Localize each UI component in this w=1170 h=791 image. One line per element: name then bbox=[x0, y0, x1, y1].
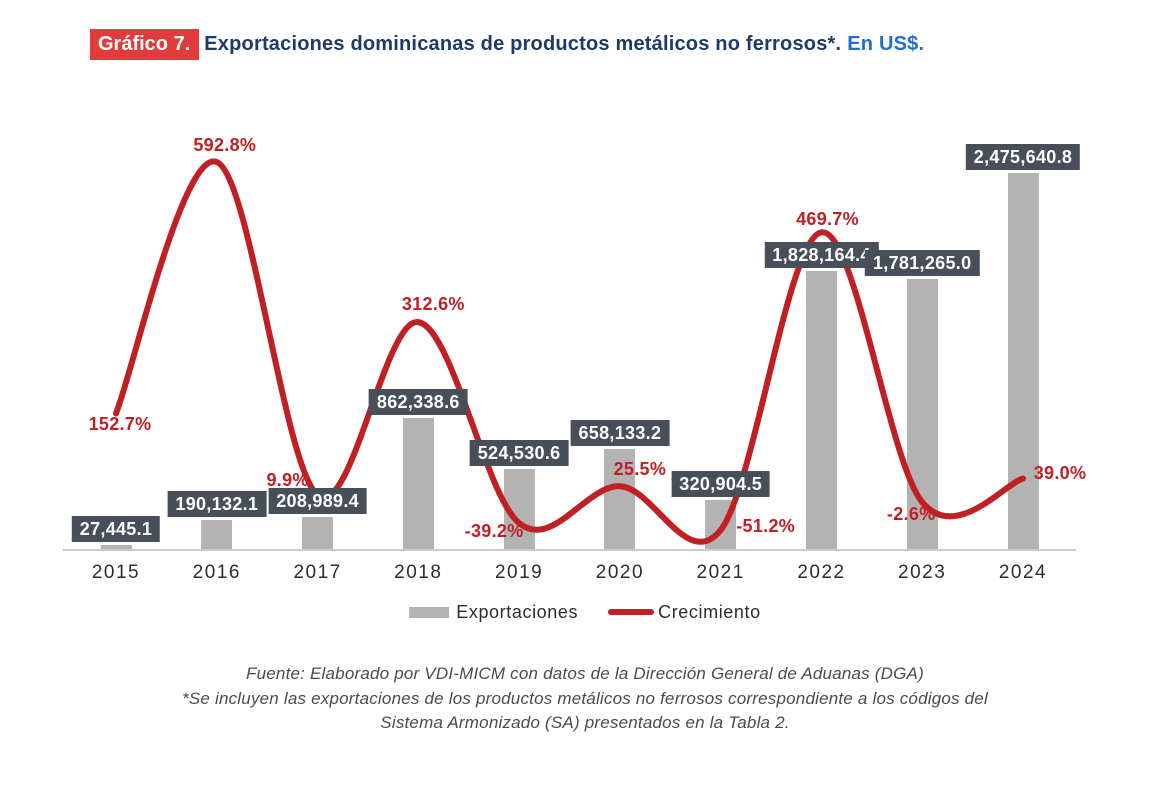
growth-value-label-2019: -39.2% bbox=[464, 521, 524, 542]
bar-value-label-2020: 658,133.2 bbox=[570, 420, 670, 446]
crecimiento-line-swatch bbox=[608, 609, 655, 615]
title-text: Exportaciones dominicanas de productos m… bbox=[204, 33, 842, 55]
x-axis-line bbox=[63, 549, 1076, 551]
x-axis-label-2016: 2016 bbox=[192, 562, 241, 583]
bar-value-label-2017: 208,989.4 bbox=[268, 488, 367, 515]
x-axis-label-2024: 2024 bbox=[998, 562, 1048, 583]
x-axis-label-2021: 2021 bbox=[696, 562, 745, 583]
growth-value-label-2015: 152.7% bbox=[88, 413, 152, 434]
bar-2015 bbox=[100, 544, 132, 549]
x-axis-label-2015: 2015 bbox=[91, 562, 141, 583]
growth-value-label-2024: 39.0% bbox=[1033, 462, 1087, 483]
figure-number-badge: Gráfico 7. bbox=[90, 29, 200, 60]
growth-value-label-2022: 469.7% bbox=[796, 209, 859, 230]
footnote-line-1: *Se incluyen las exportaciones de los pr… bbox=[182, 688, 988, 708]
growth-value-label-2021: -51.2% bbox=[736, 516, 796, 536]
bar-value-label-2021: 320,904.5 bbox=[671, 471, 771, 498]
x-axis-label-2018: 2018 bbox=[394, 562, 443, 583]
x-axis-label-2022: 2022 bbox=[797, 562, 846, 583]
title-units: En US$. bbox=[847, 33, 925, 55]
bar-value-label-2016: 190,132.1 bbox=[167, 491, 267, 518]
bar-value-label-2023: 1,781,265.0 bbox=[864, 249, 980, 276]
legend-label-exportaciones: Exportaciones bbox=[456, 601, 579, 622]
x-axis-label-2017: 2017 bbox=[293, 562, 342, 583]
source-note: Fuente: Elaborado por VDI-MICM con datos… bbox=[0, 662, 1170, 736]
growth-value-label-2017: 9.9% bbox=[266, 470, 309, 491]
growth-value-label-2023: -2.6% bbox=[886, 504, 936, 525]
footnote-line-2: Sistema Armonizado (SA) presentados en l… bbox=[380, 713, 790, 732]
bar-value-label-2015: 27,445.1 bbox=[71, 515, 161, 542]
bar-value-label-2022: 1,828,164.4 bbox=[764, 242, 879, 269]
growth-value-label-2018: 312.6% bbox=[401, 294, 465, 315]
x-axis-label-2020: 2020 bbox=[595, 562, 645, 583]
growth-value-label-2020: 25.5% bbox=[613, 459, 667, 480]
legend: Exportaciones Crecimiento bbox=[0, 599, 1170, 625]
chart-title: Gráfico 7. Exportaciones dominicanas de p… bbox=[90, 29, 925, 60]
bar-value-label-2019: 524,530.6 bbox=[469, 440, 569, 467]
x-axis-label-2023: 2023 bbox=[898, 562, 947, 583]
legend-label-crecimiento: Crecimiento bbox=[658, 601, 761, 622]
x-axis-label-2019: 2019 bbox=[494, 562, 544, 583]
bar-value-label-2024: 2,475,640.8 bbox=[965, 144, 1081, 170]
exportaciones-bar-swatch bbox=[409, 606, 450, 618]
source-line: Fuente: Elaborado por VDI-MICM con datos… bbox=[246, 664, 924, 683]
growth-value-label-2016: 592.8% bbox=[193, 135, 257, 155]
bar-value-label-2018: 862,338.6 bbox=[368, 389, 468, 415]
